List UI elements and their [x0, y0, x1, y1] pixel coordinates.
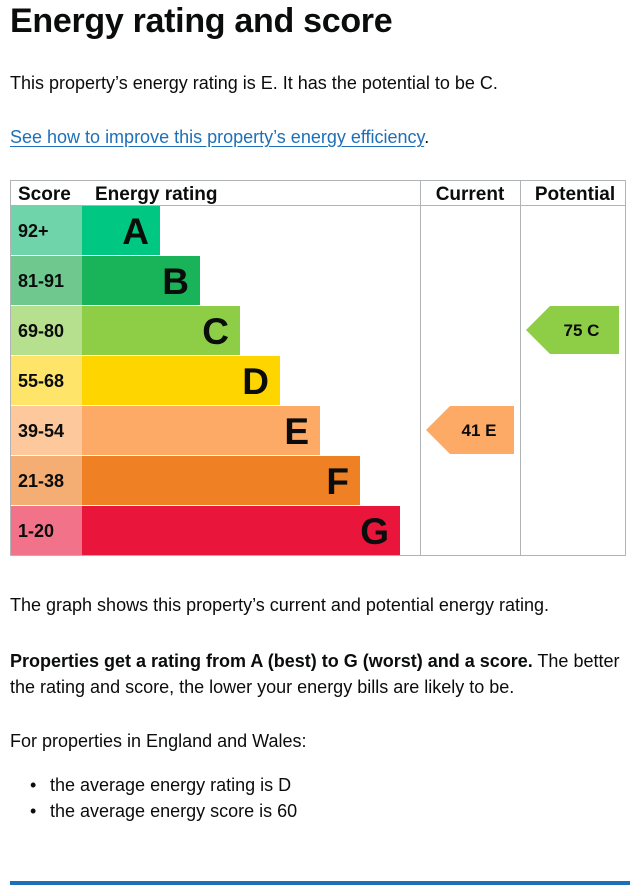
band-bar-f: [82, 456, 360, 505]
graph-headers: Score Energy rating Current Potential: [18, 184, 615, 205]
header-potential: Potential: [535, 184, 615, 205]
score-range-b: 81-91: [18, 271, 64, 291]
band-bar-c: [82, 306, 240, 355]
band-bar-e: [82, 406, 320, 455]
page-title: Energy rating and score: [10, 2, 393, 40]
graph-border: [10, 180, 626, 556]
rating-arrows: 41 E 75 C: [426, 306, 619, 454]
graph-description: The graph shows this property’s current …: [10, 595, 549, 615]
current-rating-label: 41 E: [462, 421, 497, 440]
score-cell-g: [11, 506, 82, 555]
averages-list: the average energy rating is D the avera…: [10, 772, 297, 824]
header-current: Current: [436, 184, 505, 205]
score-cell-c: [11, 306, 82, 355]
header-score: Score: [18, 184, 71, 205]
averages-intro: For properties in England and Wales:: [10, 731, 307, 751]
improve-paragraph: See how to improve this property’s energ…: [10, 124, 429, 150]
band-bar-g: [82, 506, 400, 555]
score-cell-f: [11, 456, 82, 505]
band-letter-e: E: [284, 411, 309, 452]
score-cell-d: [11, 356, 82, 405]
score-range-g: 1-20: [18, 521, 54, 541]
band-letter-d: D: [242, 361, 269, 402]
current-rating-arrow: [426, 406, 514, 454]
average-rating-item: the average energy rating is D: [10, 772, 297, 798]
link-suffix: .: [424, 127, 430, 147]
score-range-f: 21-38: [18, 471, 64, 491]
header-energy-rating: Energy rating: [95, 184, 217, 205]
band-letter-c: C: [202, 311, 229, 352]
score-cell-e: [11, 406, 82, 455]
band-letter-f: F: [326, 461, 349, 502]
potential-rating-arrow: [526, 306, 619, 354]
rating-explanation: Properties get a rating from A (best) to…: [10, 648, 630, 700]
score-range-a: 92+: [18, 221, 49, 241]
potential-rating-label: 75 C: [564, 321, 600, 340]
band-bar-b: [82, 256, 200, 305]
rating-explanation-rest: The better the rating and score, the low…: [10, 651, 620, 697]
band-letter-b: B: [162, 261, 189, 302]
average-score-item: the average energy score is 60: [10, 798, 297, 824]
improve-efficiency-link[interactable]: See how to improve this property’s energ…: [10, 127, 425, 147]
rating-bands: 92+ A 81-91 B 69-80 C 55-68 D 39-54 E 21-38 F 1-20 G: [11, 206, 400, 555]
score-cell-a: [11, 206, 82, 255]
band-bar-d: [82, 356, 280, 405]
band-letter-g: G: [360, 511, 389, 552]
score-cell-b: [11, 256, 82, 305]
graph-grid: [10, 180, 626, 556]
rating-summary: This property’s energy rating is E. It h…: [10, 73, 498, 93]
score-range-e: 39-54: [18, 421, 64, 441]
band-bar-a: [82, 206, 160, 255]
score-range-d: 55-68: [18, 371, 64, 391]
energy-rating-graph: Score Energy rating Current Potential 92…: [10, 180, 626, 556]
band-letter-a: A: [122, 211, 149, 252]
section-divider: [10, 881, 630, 885]
rating-explanation-bold: Properties get a rating from A (best) to…: [10, 651, 533, 671]
score-range-c: 69-80: [18, 321, 64, 341]
